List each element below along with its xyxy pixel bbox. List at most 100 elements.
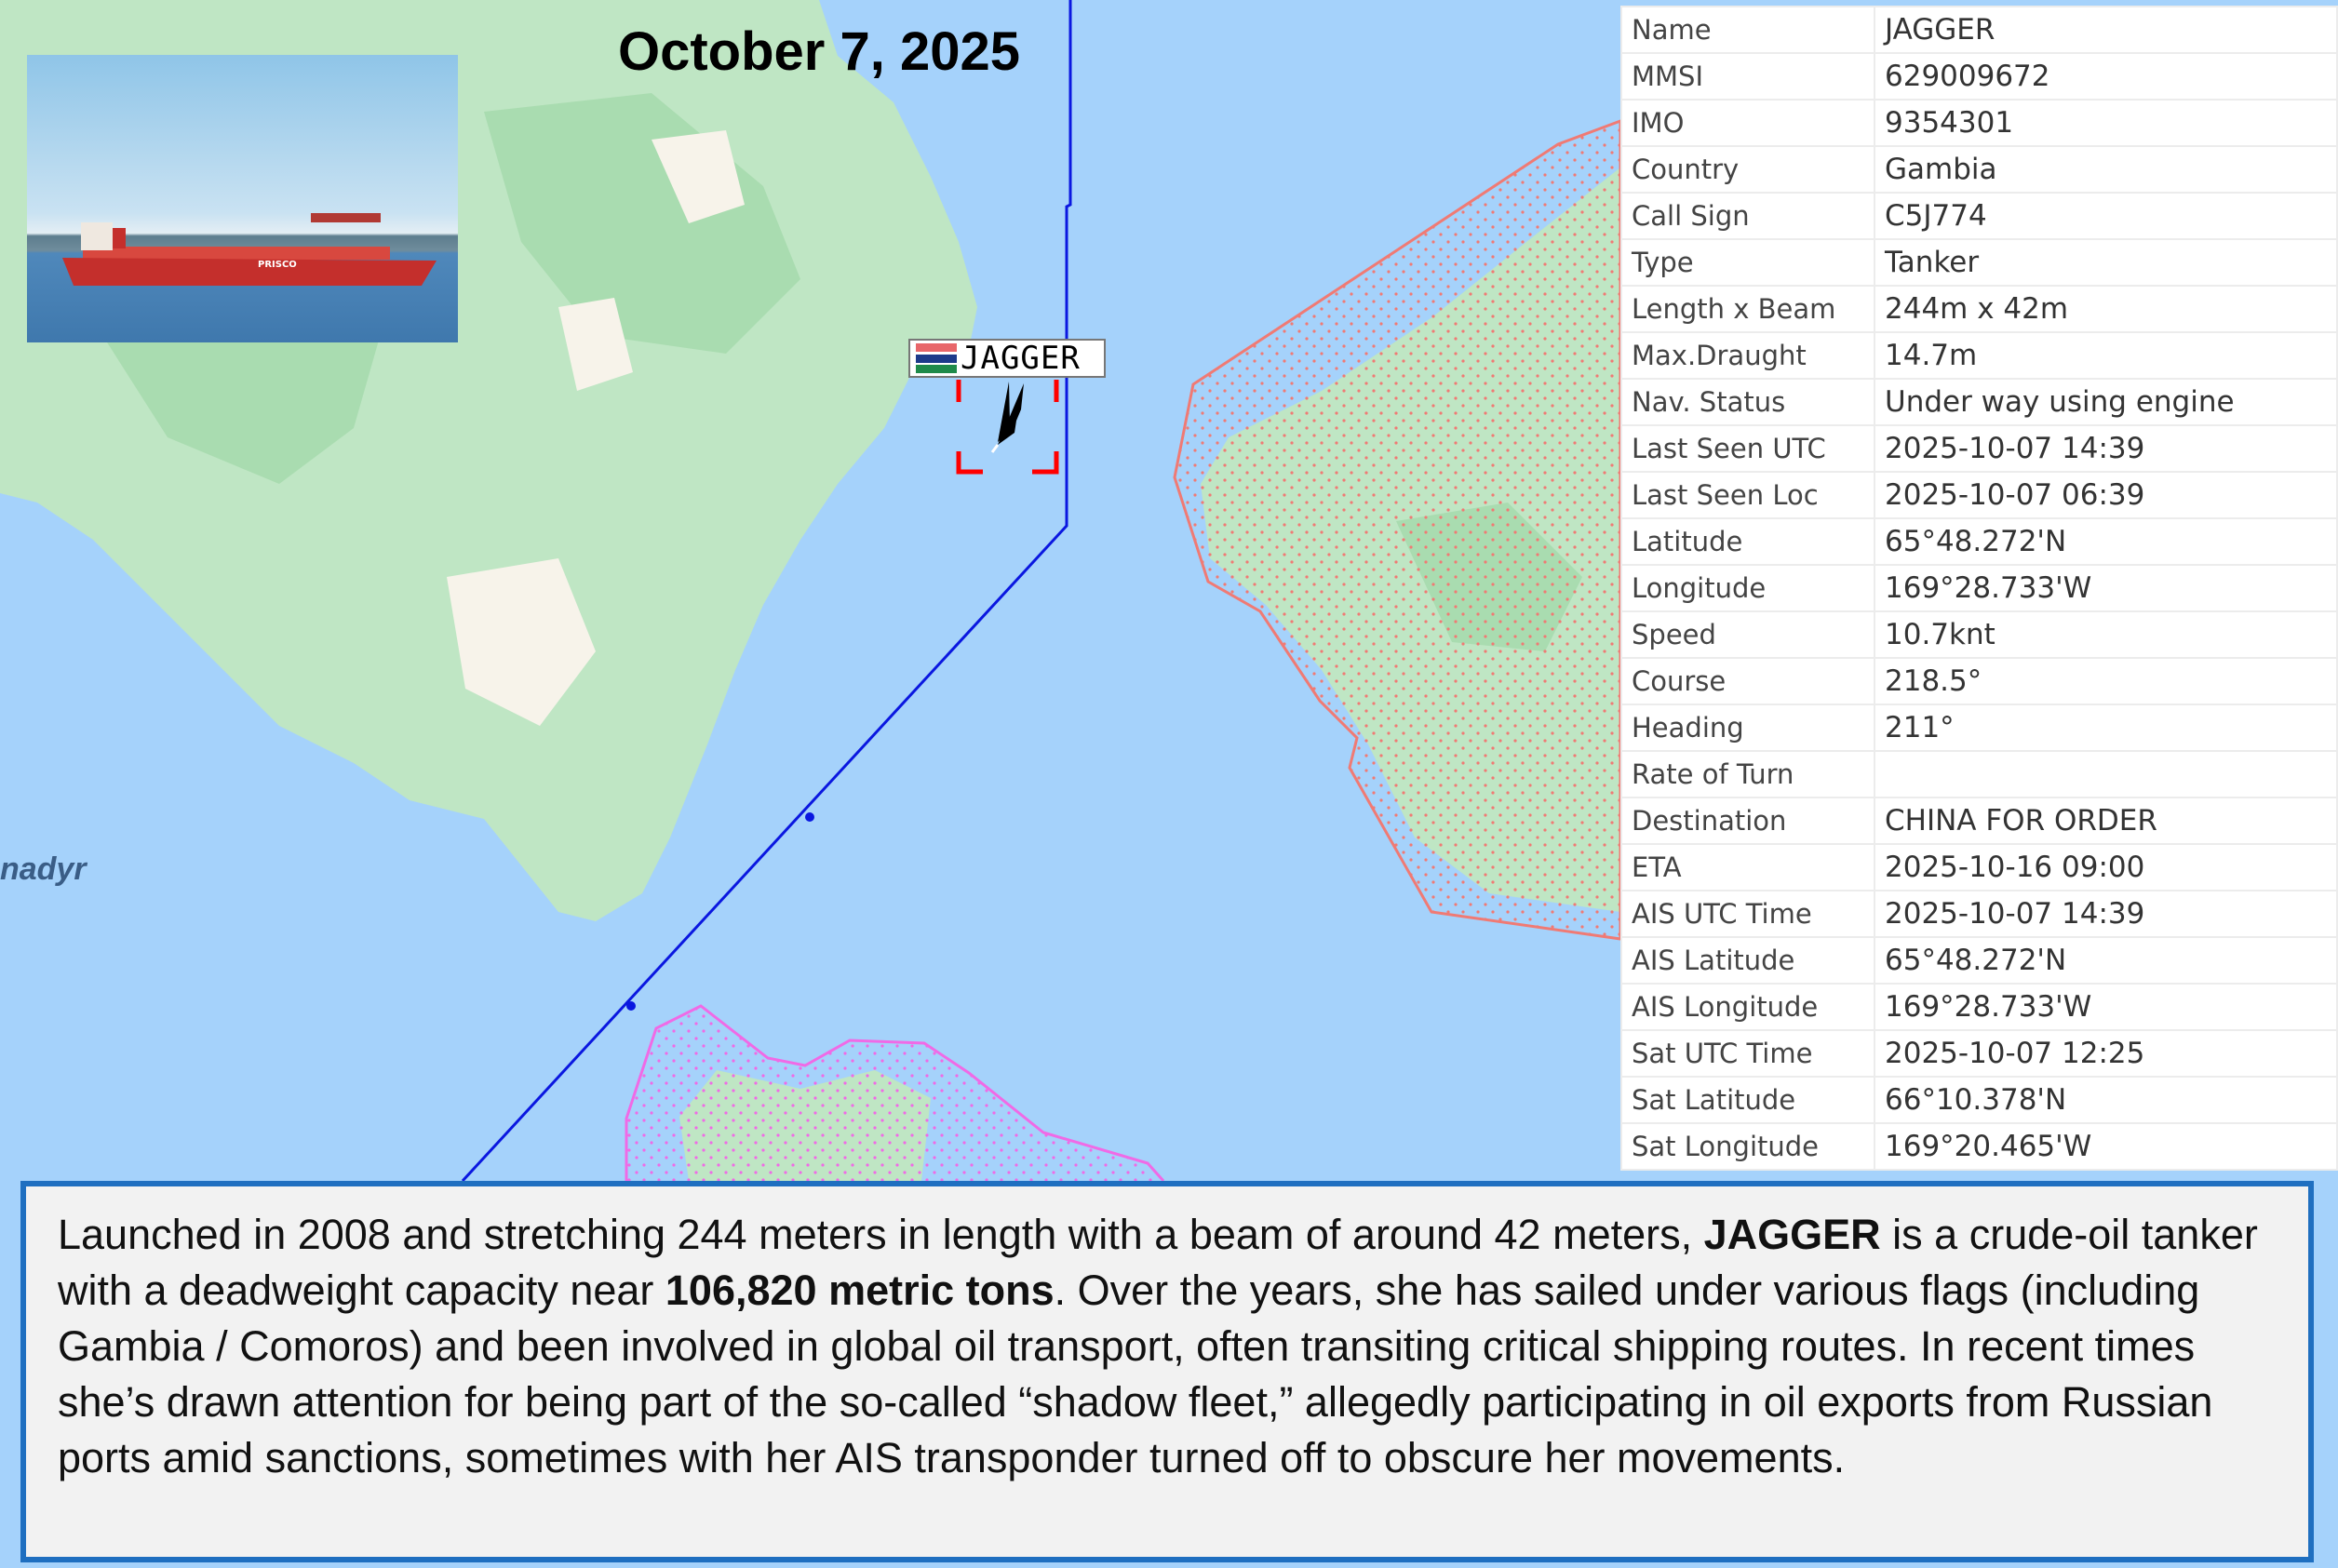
info-value: 629009672 xyxy=(1874,52,2338,101)
info-value: Under way using engine xyxy=(1874,378,2338,426)
info-label: Length x Beam xyxy=(1620,285,1875,333)
info-row: AIS Latitude 65°48.272'N xyxy=(1620,936,2338,985)
info-row: Name JAGGER xyxy=(1620,6,2338,54)
track-point[interactable] xyxy=(805,812,814,822)
ship-deck xyxy=(83,247,390,260)
date-title: October 7, 2025 xyxy=(618,21,1020,82)
flag-stripe xyxy=(916,354,957,363)
info-row: Type Tanker xyxy=(1620,238,2338,287)
description-text-3: . Over the years, she has sailed under v… xyxy=(58,1266,2213,1481)
vessel-label[interactable]: JAGGER xyxy=(908,339,1106,378)
info-row: Country Gambia xyxy=(1620,145,2338,194)
info-row: Longitude 169°28.733'W xyxy=(1620,564,2338,612)
description-text-2: is a crude-oil tanker with a deadweight … xyxy=(58,1211,2258,1314)
info-label: Nav. Status xyxy=(1620,378,1875,426)
info-row: Sat Longitude 169°20.465'W xyxy=(1620,1122,2338,1171)
info-value: 65°48.272'N xyxy=(1874,936,2338,985)
flag-stripe xyxy=(916,365,957,373)
vessel-photo: PRISCO xyxy=(27,55,458,342)
track-point[interactable] xyxy=(626,1001,636,1011)
description-text-1: Launched in 2008 and stretching 244 mete… xyxy=(58,1211,1704,1258)
info-row: IMO 9354301 xyxy=(1620,99,2338,147)
info-value: 9354301 xyxy=(1874,99,2338,147)
flag-stripe xyxy=(916,343,957,352)
info-value: 14.7m xyxy=(1874,331,2338,380)
info-value: CHINA FOR ORDER xyxy=(1874,797,2338,845)
place-label: nadyr xyxy=(0,851,87,887)
description-box: Launched in 2008 and stretching 244 mete… xyxy=(20,1181,2314,1562)
info-value: 169°20.465'W xyxy=(1874,1122,2338,1171)
info-label: Sat Latitude xyxy=(1620,1076,1875,1124)
info-value: 2025-10-16 09:00 xyxy=(1874,843,2338,891)
info-label: Call Sign xyxy=(1620,192,1875,240)
info-row: Rate of Turn xyxy=(1620,750,2338,798)
info-value xyxy=(1874,750,2338,798)
info-label: Type xyxy=(1620,238,1875,287)
info-value: 169°28.733'W xyxy=(1874,564,2338,612)
info-row: Length x Beam 244m x 42m xyxy=(1620,285,2338,333)
info-row: AIS UTC Time 2025-10-07 14:39 xyxy=(1620,890,2338,938)
vessel-label-text: JAGGER xyxy=(961,340,1081,377)
info-label: Sat UTC Time xyxy=(1620,1029,1875,1078)
info-value: C5J774 xyxy=(1874,192,2338,240)
vessel-track xyxy=(461,0,1072,1183)
vessel-icon[interactable] xyxy=(990,382,1024,453)
info-value: 2025-10-07 06:39 xyxy=(1874,471,2338,519)
info-row: Last Seen Loc 2025-10-07 06:39 xyxy=(1620,471,2338,519)
info-row: Latitude 65°48.272'N xyxy=(1620,517,2338,566)
info-label: Sat Longitude xyxy=(1620,1122,1875,1171)
info-label: AIS Longitude xyxy=(1620,983,1875,1031)
selection-brackets xyxy=(956,380,1059,475)
vessel-info-table: Name JAGGER MMSI 629009672 IMO 9354301 Country… xyxy=(1620,6,2338,1171)
info-row: Heading 211° xyxy=(1620,704,2338,752)
description-deadweight: 106,820 metric tons xyxy=(665,1266,1055,1314)
info-value: 66°10.378'N xyxy=(1874,1076,2338,1124)
ship-funnel xyxy=(113,228,126,248)
info-label: AIS UTC Time xyxy=(1620,890,1875,938)
info-value: 65°48.272'N xyxy=(1874,517,2338,566)
info-row: ETA 2025-10-16 09:00 xyxy=(1620,843,2338,891)
info-row: MMSI 629009672 xyxy=(1620,52,2338,101)
info-value: 2025-10-07 14:39 xyxy=(1874,890,2338,938)
ship-hull xyxy=(62,258,437,286)
info-row: Max.Draught 14.7m xyxy=(1620,331,2338,380)
info-row: Sat Latitude 66°10.378'N xyxy=(1620,1076,2338,1124)
info-label: Speed xyxy=(1620,610,1875,659)
info-label: Country xyxy=(1620,145,1875,194)
info-label: Destination xyxy=(1620,797,1875,845)
info-label: Course xyxy=(1620,657,1875,705)
info-row: Course 218.5° xyxy=(1620,657,2338,705)
info-row: Sat UTC Time 2025-10-07 12:25 xyxy=(1620,1029,2338,1078)
info-value: 218.5° xyxy=(1874,657,2338,705)
info-label: Rate of Turn xyxy=(1620,750,1875,798)
description-vessel-name: JAGGER xyxy=(1703,1211,1881,1258)
info-label: Last Seen UTC xyxy=(1620,424,1875,473)
info-label: AIS Latitude xyxy=(1620,936,1875,985)
info-value: 10.7knt xyxy=(1874,610,2338,659)
info-label: Max.Draught xyxy=(1620,331,1875,380)
hull-text: PRISCO xyxy=(258,260,297,270)
info-label: MMSI xyxy=(1620,52,1875,101)
info-value: 244m x 42m xyxy=(1874,285,2338,333)
zone-boundary-south xyxy=(625,1004,1165,1183)
info-label: IMO xyxy=(1620,99,1875,147)
info-row: Destination CHINA FOR ORDER xyxy=(1620,797,2338,845)
info-label: Heading xyxy=(1620,704,1875,752)
ship-bridge xyxy=(81,222,113,250)
info-value: Gambia xyxy=(1874,145,2338,194)
info-label: Longitude xyxy=(1620,564,1875,612)
info-row: Nav. Status Under way using engine xyxy=(1620,378,2338,426)
info-value: 2025-10-07 12:25 xyxy=(1874,1029,2338,1078)
info-value: JAGGER xyxy=(1874,6,2338,54)
info-row: Last Seen UTC 2025-10-07 14:39 xyxy=(1620,424,2338,473)
info-row: Call Sign C5J774 xyxy=(1620,192,2338,240)
info-row: Speed 10.7knt xyxy=(1620,610,2338,659)
info-label: Name xyxy=(1620,6,1875,54)
info-value: 211° xyxy=(1874,704,2338,752)
background-ship xyxy=(311,213,381,222)
info-row: AIS Longitude 169°28.733'W xyxy=(1620,983,2338,1031)
info-label: Latitude xyxy=(1620,517,1875,566)
zone-boundary-east xyxy=(1173,118,1622,941)
gambia-flag-icon xyxy=(916,343,957,373)
